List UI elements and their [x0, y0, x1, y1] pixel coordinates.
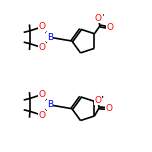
Text: O: O: [39, 22, 46, 31]
Text: O: O: [106, 23, 113, 32]
Text: B: B: [47, 100, 53, 109]
Text: O: O: [95, 14, 102, 23]
Text: O: O: [39, 111, 46, 120]
Text: O: O: [39, 43, 46, 52]
Text: O: O: [106, 104, 113, 113]
Text: O: O: [94, 96, 101, 105]
Text: O: O: [39, 90, 46, 99]
Text: B: B: [47, 33, 53, 42]
